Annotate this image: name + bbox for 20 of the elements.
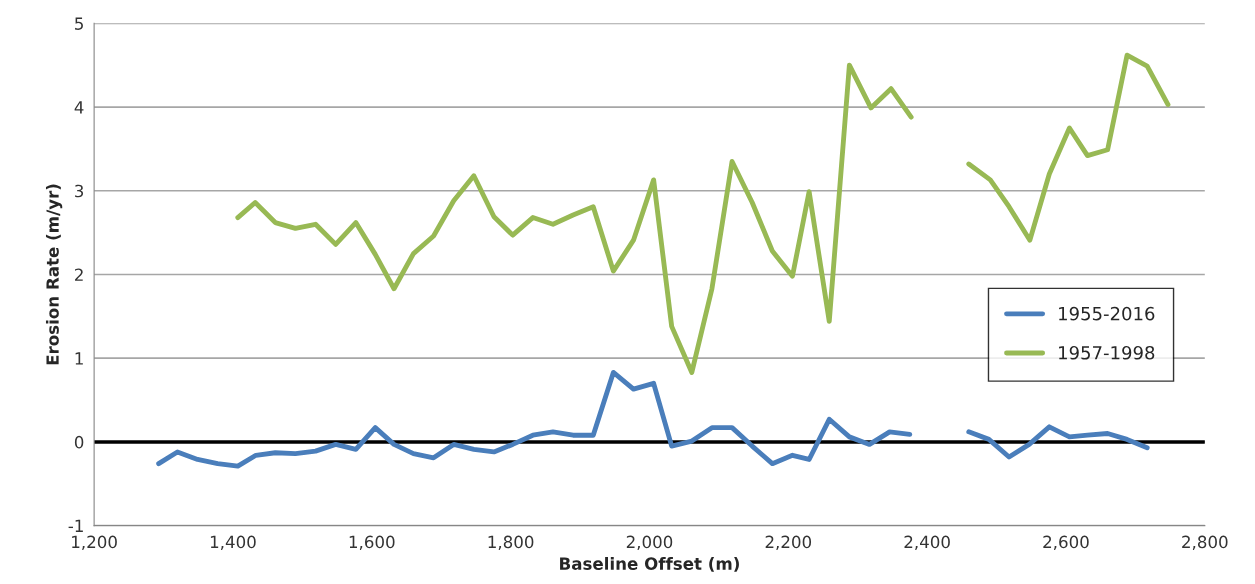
y-tick-label: 5 <box>75 17 83 30</box>
x-tick-label: 2,800 <box>1182 535 1228 550</box>
y-axis-title: Erosion Rate (m/yr) <box>45 184 63 365</box>
y-tick-label: 1 <box>75 352 83 365</box>
legend-label: 1955-2016 <box>1059 306 1155 321</box>
y-tick-label: -1 <box>68 519 83 532</box>
x-tick-label: 2,200 <box>765 535 812 550</box>
x-tick-label: 1,200 <box>72 535 117 550</box>
legend-label: 1957-1998 <box>1059 345 1155 360</box>
x-tick-label: 1,400 <box>210 535 256 550</box>
y-tick-label: 4 <box>74 101 84 114</box>
x-tick-label: 1,600 <box>349 535 395 550</box>
x-tick-label: 1,800 <box>488 535 534 550</box>
x-tick-label: 2,000 <box>626 535 673 550</box>
y-tick-label: 3 <box>75 184 84 198</box>
y-tick-label: 0 <box>74 435 84 449</box>
x-tick-label: 2,400 <box>904 535 950 550</box>
y-tick-label: 2 <box>75 268 83 281</box>
x-axis-title: Baseline Offset (m) <box>560 557 739 572</box>
x-tick-label: 2,600 <box>1043 535 1089 550</box>
